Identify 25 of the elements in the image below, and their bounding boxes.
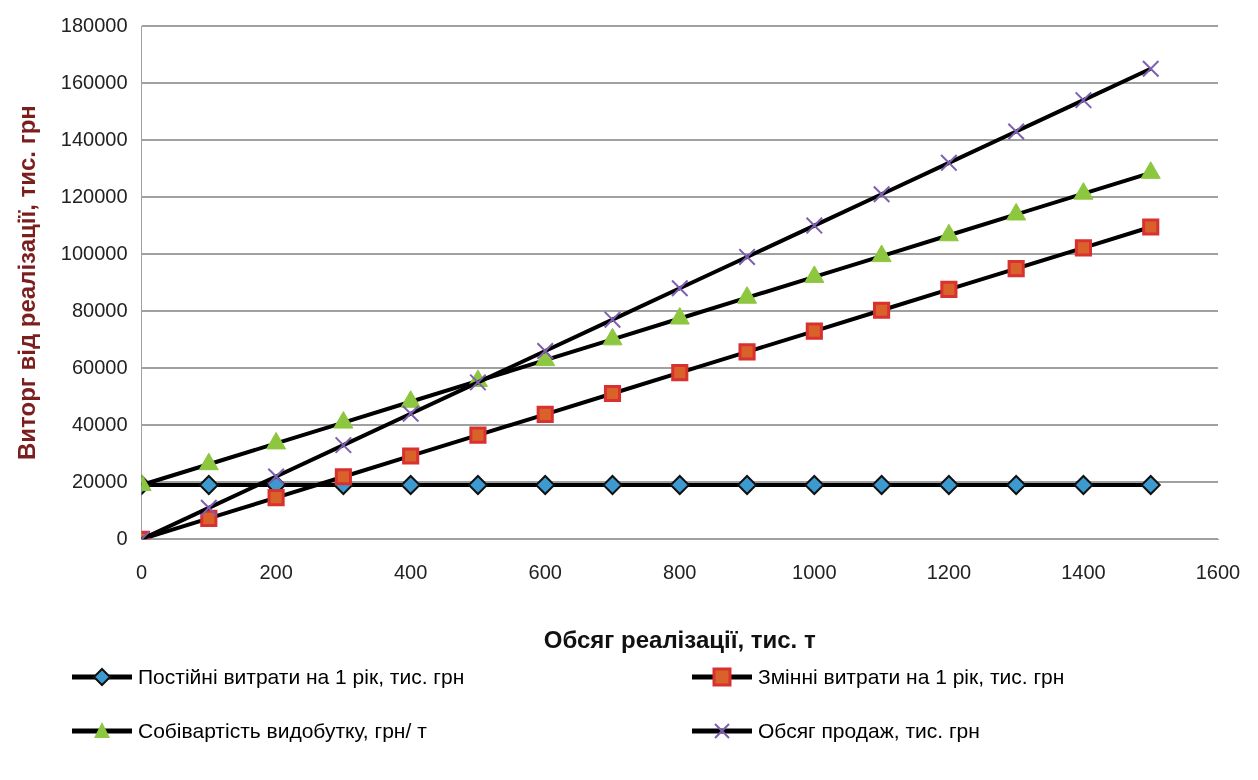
x-tick-label: 800 xyxy=(663,560,697,583)
legend-label: Постійні витрати на 1 рік, тис. грн xyxy=(138,665,465,689)
x-tick-label: 1600 xyxy=(1195,560,1241,583)
y-tick-label: 40000 xyxy=(71,412,128,435)
y-tick-label: 120000 xyxy=(60,184,128,207)
y-tick-label: 80000 xyxy=(71,298,128,321)
x-tick-label: 400 xyxy=(393,560,428,583)
y-tick-label: 180000 xyxy=(60,13,128,36)
x-tick-label: 1400 xyxy=(1061,560,1106,583)
x-tick-label: 1200 xyxy=(926,560,972,583)
y-axis-title: Виторг від реалізації, тис. грн xyxy=(13,105,41,461)
y-tick-label: 60000 xyxy=(71,355,128,378)
x-tick-label: 200 xyxy=(259,560,293,583)
x-tick-label: 0 xyxy=(135,560,148,583)
x-tick-label: 600 xyxy=(528,560,562,583)
y-tick-label: 0 xyxy=(116,526,128,549)
legend-label: Собівартість видобутку, грн/ т xyxy=(138,719,427,743)
x-tick-label: 1000 xyxy=(792,560,837,583)
x-axis-title: Обсяг реалізації, тис. т xyxy=(543,626,816,654)
legend-label: Обсяг продаж, тис. грн xyxy=(758,719,980,743)
y-tick-label: 160000 xyxy=(60,70,128,93)
y-tick-label: 140000 xyxy=(60,127,128,150)
legend-label: Змінні витрати на 1 рік, тис. грн xyxy=(758,665,1065,689)
y-tick-label: 100000 xyxy=(60,241,128,264)
y-tick-label: 20000 xyxy=(71,469,128,492)
